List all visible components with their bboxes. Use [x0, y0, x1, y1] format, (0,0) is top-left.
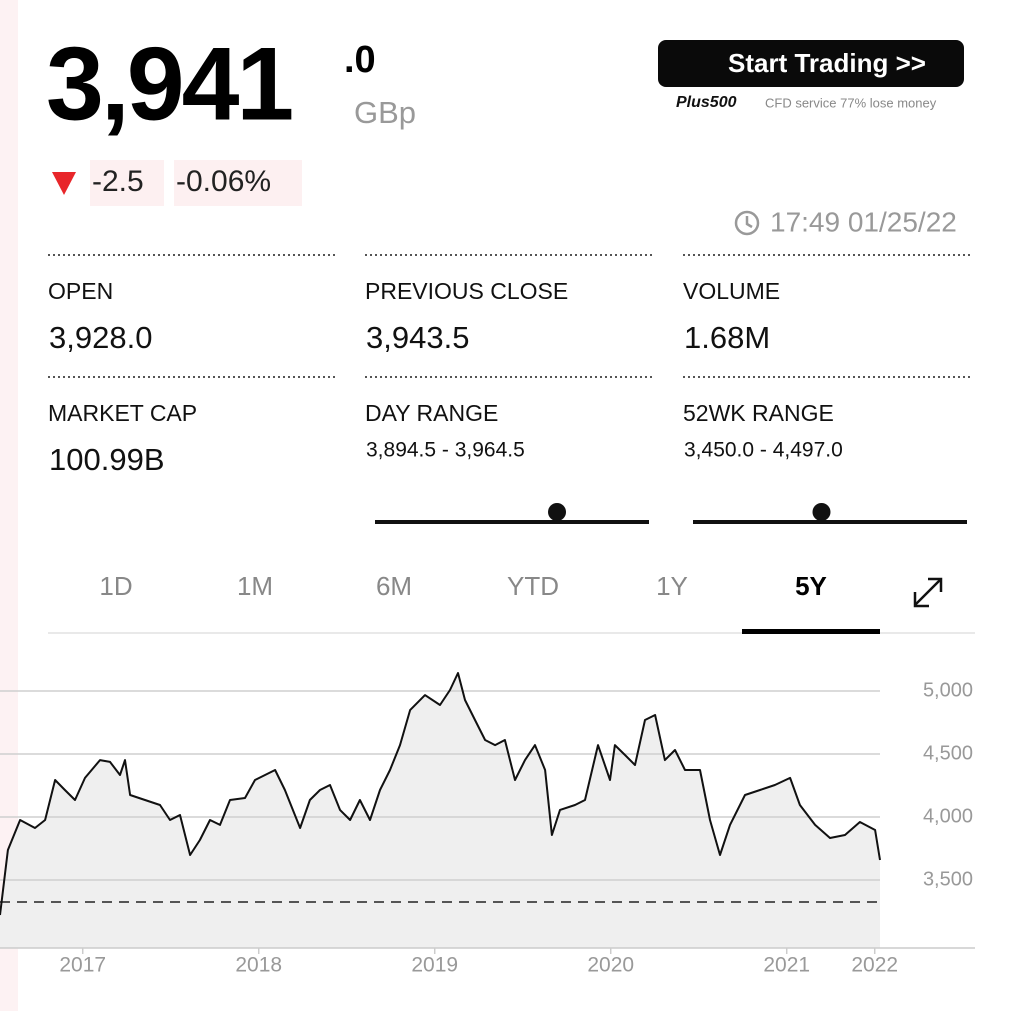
y-tick-label: 4,500	[923, 742, 973, 764]
change-bg	[90, 160, 164, 206]
x-tick-label: 2022	[851, 954, 898, 977]
stat-label: OPEN	[48, 278, 113, 304]
active-tab-underline	[742, 629, 880, 634]
y-tick-label: 4,000	[923, 805, 973, 827]
period-tab[interactable]: 5Y	[795, 571, 827, 601]
disclaimer: CFD service 77% lose money	[765, 95, 937, 110]
stat-label: MARKET CAP	[48, 400, 197, 426]
stat-label: VOLUME	[683, 278, 780, 304]
period-tab[interactable]: YTD	[507, 571, 559, 601]
x-tick-label: 2018	[235, 954, 282, 977]
price: 3,941	[46, 26, 291, 142]
brand: Plus500	[676, 94, 737, 111]
stat-label: DAY RANGE	[365, 400, 498, 426]
stat-value: 1.68M	[684, 320, 770, 355]
button-label[interactable]: Start Trading >>	[728, 48, 926, 78]
change-bg	[174, 160, 302, 206]
period-tab[interactable]: 6M	[376, 571, 412, 601]
period-tab[interactable]: 1D	[99, 571, 132, 601]
x-tick-label: 2019	[411, 954, 458, 977]
stat-label: PREVIOUS CLOSE	[365, 278, 568, 304]
stat-value: 3,928.0	[49, 320, 152, 355]
expand-icon[interactable]	[913, 577, 943, 608]
change-percent: -0.06%	[176, 165, 271, 198]
x-tick-label: 2020	[587, 954, 634, 977]
price-area	[0, 673, 880, 948]
change: -2.5	[92, 165, 144, 198]
price-line	[0, 672, 881, 916]
price-decimal: .0	[344, 39, 376, 81]
range-dot	[548, 503, 567, 521]
stat-value: 3,450.0 - 4,497.0	[684, 439, 843, 462]
range-dot	[812, 503, 831, 521]
down-arrow	[52, 172, 76, 195]
stat-value: 3,894.5 - 3,964.5	[366, 439, 525, 462]
timestamp: 17:49 01/25/22	[770, 206, 957, 237]
x-tick-label: 2021	[763, 954, 810, 977]
stat-value: 3,943.5	[366, 320, 469, 355]
period-tab[interactable]: 1M	[237, 571, 273, 601]
edge-strip	[0, 0, 18, 1011]
x-tick-label: 2017	[59, 954, 106, 977]
currency: GBp	[354, 95, 416, 130]
clock-hands	[745, 216, 753, 229]
y-tick-label: 5,000	[923, 679, 973, 701]
period-tab[interactable]: 1Y	[656, 571, 688, 601]
stat-value: 100.99B	[49, 442, 165, 477]
start-trading-button[interactable]	[658, 40, 964, 87]
y-tick-label: 3,500	[923, 868, 973, 890]
stat-label: 52WK RANGE	[683, 400, 834, 426]
clock-icon	[734, 210, 760, 236]
